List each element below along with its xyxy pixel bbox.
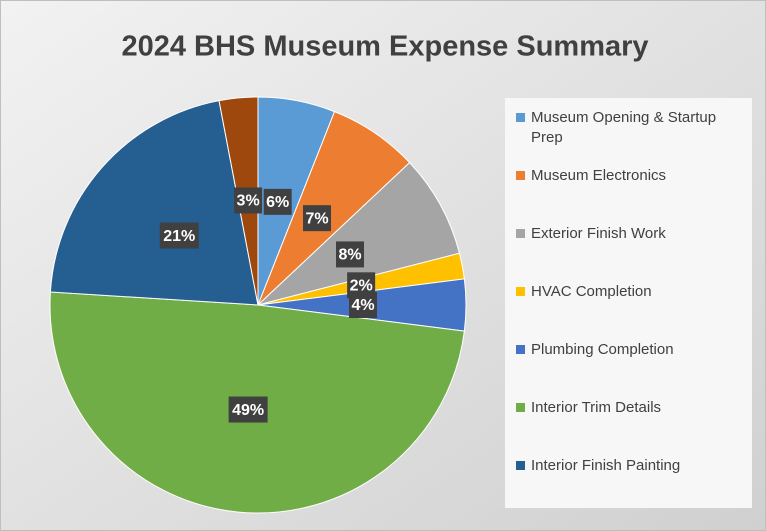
value-label: 4% [351, 297, 374, 314]
legend-swatch [516, 461, 525, 470]
value-label: 3% [237, 193, 260, 210]
value-label: 21% [163, 228, 195, 245]
legend-swatch [516, 345, 525, 354]
value-label-box [159, 222, 199, 249]
value-label: 6% [266, 194, 289, 211]
legend-swatch [516, 403, 525, 412]
legend-label: Museum Electronics [531, 167, 666, 184]
legend-label: Interior Trim Details [531, 399, 661, 416]
legend-label: HVAC Completion [531, 283, 652, 300]
legend-label: Interior Finish Painting [531, 457, 680, 474]
legend-label: Museum Opening & Startup Prep [531, 109, 716, 146]
legend-box [505, 98, 752, 508]
value-label-box [228, 396, 268, 423]
legend-swatch [516, 171, 525, 180]
value-label-box [263, 188, 292, 215]
legend-swatch [516, 229, 525, 238]
chart-title: 2024 BHS Museum Expense Summary [121, 31, 648, 63]
value-label-box [349, 292, 377, 318]
value-label-box [234, 187, 263, 214]
value-label: 8% [338, 247, 361, 264]
value-label: 2% [350, 278, 373, 295]
value-label: 49% [232, 402, 264, 419]
pie-slice [257, 161, 461, 306]
legend-label: Exterior Finish Work [531, 225, 666, 242]
legend-swatch [516, 287, 525, 296]
value-label-box [336, 241, 365, 268]
legend-label: Plumbing Completion [531, 341, 674, 358]
legend-swatch [516, 113, 525, 122]
value-label: 7% [305, 210, 328, 227]
value-label-box [303, 205, 332, 232]
pie-slice [49, 100, 259, 306]
